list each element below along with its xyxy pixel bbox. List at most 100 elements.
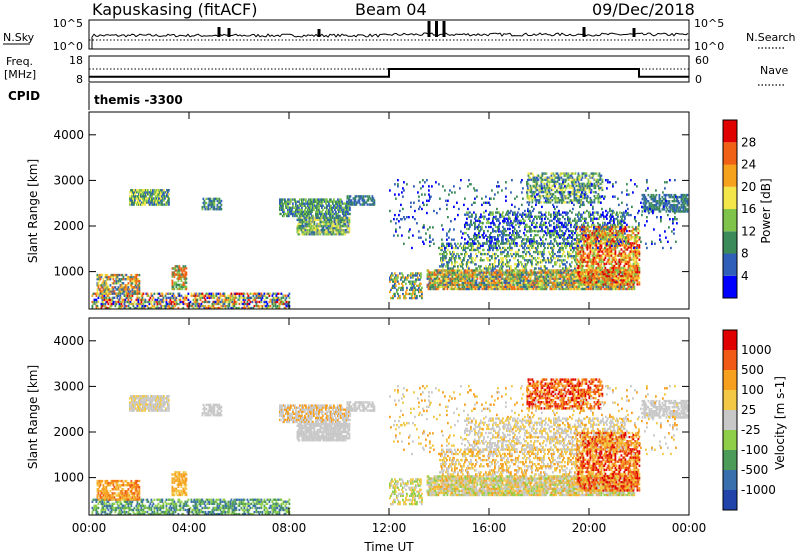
- power-cell: [312, 233, 315, 236]
- power-cell: [503, 271, 506, 274]
- power-cell: [438, 283, 441, 287]
- power-cell: [437, 277, 440, 280]
- power-cell: [117, 282, 120, 285]
- power-cell: [573, 279, 576, 282]
- power-cell: [296, 206, 298, 209]
- power-cell: [320, 229, 323, 232]
- power-cell: [614, 285, 617, 289]
- power-cell: [570, 242, 572, 245]
- power-cell: [536, 283, 539, 287]
- power-cell: [482, 269, 485, 272]
- power-cell: [585, 287, 588, 291]
- power-cell: [451, 261, 453, 264]
- power-cell: [181, 271, 184, 274]
- power-cell: [312, 208, 314, 212]
- power-cell: [549, 279, 552, 282]
- power-cell: [165, 292, 168, 295]
- power-cell: [300, 218, 303, 222]
- power-cell: [271, 300, 274, 304]
- power-cell: [183, 277, 186, 280]
- power-cell: [522, 269, 525, 272]
- power-cell: [451, 255, 453, 258]
- power-cell: [330, 204, 332, 207]
- power-cell: [557, 281, 560, 284]
- power-cell: [274, 302, 277, 306]
- power-cell: [629, 281, 632, 284]
- power-cell: [115, 273, 118, 277]
- power-cell: [305, 222, 308, 226]
- power-cell: [178, 283, 181, 287]
- power-cell: [213, 205, 216, 209]
- power-cell: [506, 275, 509, 278]
- power-cell: [301, 200, 303, 203]
- power-cell: [283, 208, 285, 212]
- power-cell: [320, 212, 322, 216]
- power-cell: [506, 271, 509, 274]
- power-cell: [231, 294, 234, 297]
- power-cell: [489, 265, 491, 268]
- power-cell: [562, 283, 565, 287]
- power-cell: [310, 216, 313, 220]
- power-cell: [442, 283, 445, 287]
- power-cell: [336, 200, 338, 203]
- power-cell: [313, 202, 315, 205]
- power-cell: [127, 290, 130, 293]
- power-cell: [501, 287, 504, 291]
- power-cell: [159, 298, 162, 302]
- power-cell: [449, 279, 452, 282]
- power-cell: [511, 287, 514, 291]
- power-cell: [336, 212, 338, 216]
- power-cell: [284, 202, 286, 205]
- power-cell: [485, 271, 488, 274]
- power-cell: [153, 300, 156, 304]
- power-cell: [538, 285, 541, 289]
- power-cell: [357, 195, 360, 198]
- power-cell: [153, 197, 155, 200]
- power-cell: [453, 281, 456, 284]
- power-cell: [126, 294, 129, 297]
- power-cell: [473, 248, 475, 252]
- power-cell: [335, 218, 338, 222]
- power-cell: [246, 302, 249, 306]
- power-cell: [612, 285, 615, 289]
- power-cell: [472, 244, 474, 248]
- power-cell: [484, 283, 487, 287]
- power-cell: [317, 216, 320, 220]
- power-cell: [294, 210, 296, 214]
- power-cell: [442, 259, 444, 262]
- power-cell: [216, 302, 219, 306]
- power-cell: [539, 285, 542, 289]
- power-cell: [148, 203, 150, 206]
- power-cell: [502, 285, 505, 289]
- power-cell: [346, 204, 348, 207]
- power-cell: [287, 202, 289, 205]
- power-cell: [287, 204, 289, 207]
- power-cell: [632, 273, 635, 276]
- power-cell: [242, 292, 245, 295]
- power-cell: [280, 202, 282, 205]
- power-cell: [533, 283, 536, 287]
- power-cell: [528, 283, 531, 287]
- power-cell: [567, 269, 570, 272]
- power-cell: [195, 298, 198, 302]
- power-cell: [411, 294, 413, 298]
- power-cell: [144, 197, 146, 200]
- power-cell: [413, 284, 415, 287]
- power-cell: [570, 271, 573, 274]
- power-cell: [109, 284, 112, 287]
- power-cell: [627, 269, 630, 272]
- power-cell: [497, 269, 500, 272]
- power-cell: [499, 285, 502, 289]
- power-cell: [115, 292, 118, 295]
- power-cell: [337, 208, 339, 212]
- power-cell: [515, 287, 518, 291]
- power-cell: [324, 206, 326, 209]
- power-cell: [301, 208, 303, 212]
- power-cell: [322, 200, 324, 203]
- power-cell: [133, 280, 136, 283]
- freq-series: [89, 68, 689, 78]
- power-cell: [274, 300, 277, 304]
- power-cell: [446, 244, 448, 248]
- power-cell: [403, 280, 405, 283]
